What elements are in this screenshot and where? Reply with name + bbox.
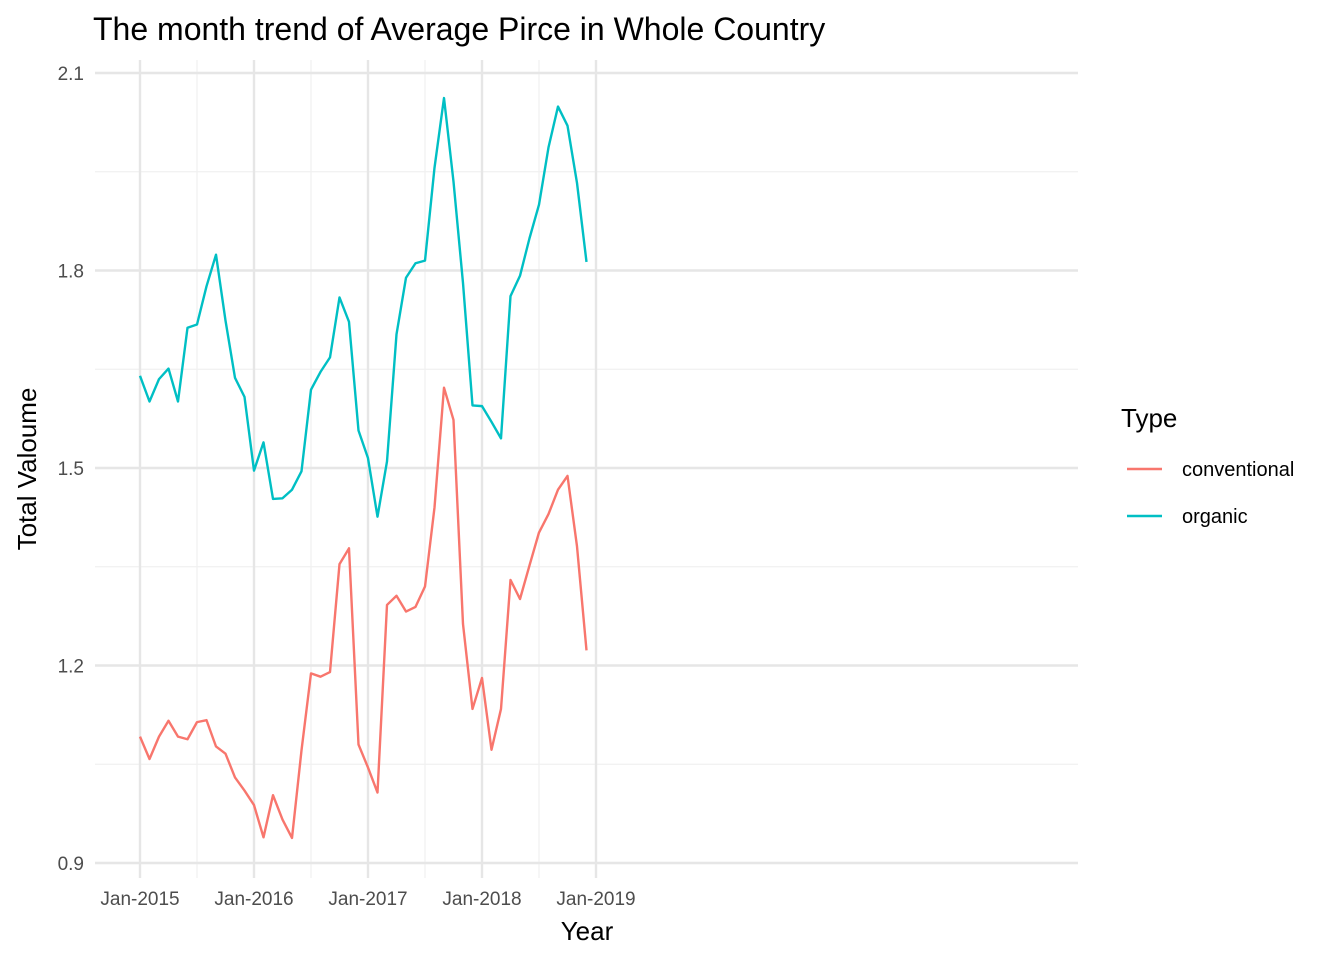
major-gridlines — [95, 60, 1078, 878]
x-tick-label: Jan-2015 — [100, 889, 179, 910]
series-line-conventional — [138, 386, 588, 840]
legend-title: Type — [1121, 403, 1177, 433]
y-tick-label: 1.8 — [58, 262, 84, 283]
y-axis-title: Total Valoume — [12, 388, 42, 551]
x-tick-label: Jan-2019 — [556, 889, 635, 910]
legend: Type conventional organic — [1121, 403, 1294, 528]
legend-label-organic: organic — [1182, 506, 1248, 528]
x-axis-title: Year — [561, 916, 614, 946]
chart-title: The month trend of Average Pirce in Whol… — [93, 11, 825, 47]
y-tick-labels: 0.9 1.2 1.5 1.8 2.1 — [58, 64, 84, 875]
series-lines — [138, 96, 588, 840]
series-line-organic — [138, 96, 588, 518]
x-tick-labels: Jan-2015 Jan-2016 Jan-2017 Jan-2018 Jan-2019 — [100, 889, 635, 910]
y-tick-label: 0.9 — [58, 854, 84, 875]
y-tick-label: 2.1 — [58, 64, 84, 85]
y-tick-label: 1.2 — [58, 657, 84, 678]
y-tick-label: 1.5 — [58, 459, 84, 480]
x-tick-label: Jan-2017 — [328, 889, 407, 910]
legend-label-conventional: conventional — [1182, 459, 1294, 481]
x-tick-label: Jan-2018 — [442, 889, 521, 910]
x-tick-label: Jan-2016 — [214, 889, 293, 910]
